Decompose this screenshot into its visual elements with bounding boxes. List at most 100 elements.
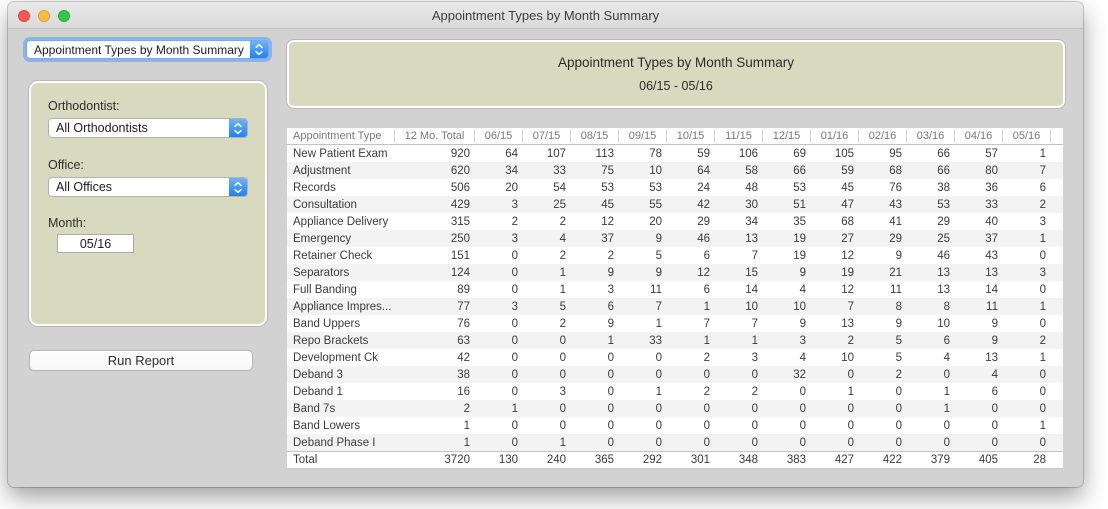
orthodontist-label: Orthodontist: xyxy=(48,99,120,113)
table-row: Band Uppers 76 0 2 9 1 7 7 9 13 9 10 9 0 xyxy=(287,315,1063,332)
cell-value: 9 xyxy=(655,232,662,245)
cell-value: 0 xyxy=(511,317,518,330)
cell-value: 15 xyxy=(745,266,758,279)
cell-value: 2 xyxy=(559,317,566,330)
traffic-lights xyxy=(18,10,70,22)
column-header-value: 06/15 xyxy=(475,130,523,142)
cell-value: 6 xyxy=(607,300,614,313)
cell-value: 1 xyxy=(463,436,470,449)
cell-value: 3 xyxy=(751,351,758,364)
cell-value: 0 xyxy=(559,402,566,415)
cell-value: 8 xyxy=(943,300,950,313)
table-row: Band 7s 2 1 0 0 0 0 0 0 0 0 1 0 0 xyxy=(287,400,1063,417)
column-header-value: 02/16 xyxy=(859,130,907,142)
cell-value: 0 xyxy=(1039,436,1046,449)
table-header-row: Appointment Type 12 Mo. Total 06/15 07/15 08… xyxy=(287,128,1063,145)
cell-value: 30 xyxy=(745,198,758,211)
cell-value: 27 xyxy=(841,232,854,245)
cell-value: 0 xyxy=(1039,249,1046,262)
column-header-value: 01/16 xyxy=(811,130,859,142)
cell-value: 2 xyxy=(895,368,902,381)
run-report-button[interactable]: Run Report xyxy=(29,350,253,371)
cell-value: 1 xyxy=(1039,147,1046,160)
orthodontist-select[interactable]: All Orthodontists xyxy=(48,118,248,138)
orthodontist-selected-value: All Orthodontists xyxy=(56,121,148,135)
cell-value: 33 xyxy=(649,334,662,347)
cell-value: 9 xyxy=(799,317,806,330)
cell-value: 10 xyxy=(649,164,662,177)
office-select[interactable]: All Offices xyxy=(48,177,248,197)
table-row: Retainer Check 151 0 2 2 5 6 7 19 12 9 46 43 0 xyxy=(287,247,1063,264)
cell-value: 0 xyxy=(559,368,566,381)
cell-value: 1 xyxy=(655,385,662,398)
cell-label: Repo Brackets xyxy=(293,334,369,347)
cell-value: 3 xyxy=(559,385,566,398)
total-cell-label: Total xyxy=(293,454,318,466)
cell-label: Band Uppers xyxy=(293,317,361,330)
cell-value: 620 xyxy=(450,164,470,177)
cell-value: 0 xyxy=(511,385,518,398)
total-cell-value: 28 xyxy=(1033,454,1046,466)
cell-value: 58 xyxy=(745,164,758,177)
cell-value: 19 xyxy=(793,232,806,245)
table-row: Full Banding 89 0 1 3 11 6 14 4 12 11 13 14 0 xyxy=(287,281,1063,298)
cell-value: 38 xyxy=(457,368,470,381)
cell-value: 75 xyxy=(601,164,614,177)
table-row: New Patient Exam 920 64 107 113 78 59 106 69 105 9… xyxy=(287,145,1063,162)
cell-value: 47 xyxy=(841,198,854,211)
cell-value: 66 xyxy=(937,147,950,160)
cell-value: 55 xyxy=(649,198,662,211)
cell-value: 0 xyxy=(991,419,998,432)
zoom-window-button[interactable] xyxy=(58,10,70,22)
report-type-selected-value: Appointment Types by Month Summary xyxy=(34,42,244,57)
cell-value: 51 xyxy=(793,198,806,211)
cell-label: Separators xyxy=(293,266,350,279)
cell-value: 1 xyxy=(559,266,566,279)
cell-value: 3 xyxy=(607,283,614,296)
cell-label: Appliance Delivery xyxy=(293,215,389,228)
cell-value: 13 xyxy=(937,283,950,296)
table-row: Records 506 20 54 53 53 24 48 53 45 76 38 36 6 xyxy=(287,179,1063,196)
cell-value: 1 xyxy=(511,402,518,415)
cell-value: 45 xyxy=(841,181,854,194)
column-header-value: 08/15 xyxy=(571,130,619,142)
cell-value: 14 xyxy=(985,283,998,296)
cell-value: 4 xyxy=(799,351,806,364)
close-button[interactable] xyxy=(18,10,30,22)
column-header-value: 03/16 xyxy=(907,130,955,142)
cell-value: 6 xyxy=(1039,181,1046,194)
cell-value: 0 xyxy=(607,351,614,364)
cell-value: 29 xyxy=(889,232,902,245)
cell-value: 53 xyxy=(937,198,950,211)
month-input[interactable] xyxy=(57,234,134,253)
cell-value: 0 xyxy=(511,283,518,296)
report-type-select[interactable]: Appointment Types by Month Summary xyxy=(26,40,269,59)
cell-value: 13 xyxy=(841,317,854,330)
cell-value: 6 xyxy=(703,249,710,262)
cell-value: 3 xyxy=(799,334,806,347)
cell-value: 3 xyxy=(1039,266,1046,279)
cell-value: 6 xyxy=(943,334,950,347)
cell-value: 14 xyxy=(745,283,758,296)
cell-value: 63 xyxy=(457,334,470,347)
column-header-value: 05/16 xyxy=(1003,130,1051,142)
cell-value: 9 xyxy=(607,317,614,330)
cell-value: 7 xyxy=(847,300,854,313)
cell-value: 1 xyxy=(1039,232,1046,245)
cell-label: Deband Phase I xyxy=(293,436,376,449)
cell-value: 1 xyxy=(559,436,566,449)
filter-panel: Orthodontist: All Orthodontists Office: … xyxy=(29,81,267,326)
column-header-value: 09/15 xyxy=(619,130,667,142)
cell-value: 53 xyxy=(793,181,806,194)
cell-value: 53 xyxy=(601,181,614,194)
cell-value: 25 xyxy=(937,232,950,245)
cell-value: 0 xyxy=(511,334,518,347)
cell-value: 0 xyxy=(607,385,614,398)
minimize-button[interactable] xyxy=(38,10,50,22)
report-title: Appointment Types by Month Summary xyxy=(557,55,795,70)
cell-value: 69 xyxy=(793,147,806,160)
cell-value: 1 xyxy=(607,334,614,347)
cell-value: 2 xyxy=(703,385,710,398)
total-cell-value: 301 xyxy=(690,454,710,466)
cell-value: 25 xyxy=(553,198,566,211)
